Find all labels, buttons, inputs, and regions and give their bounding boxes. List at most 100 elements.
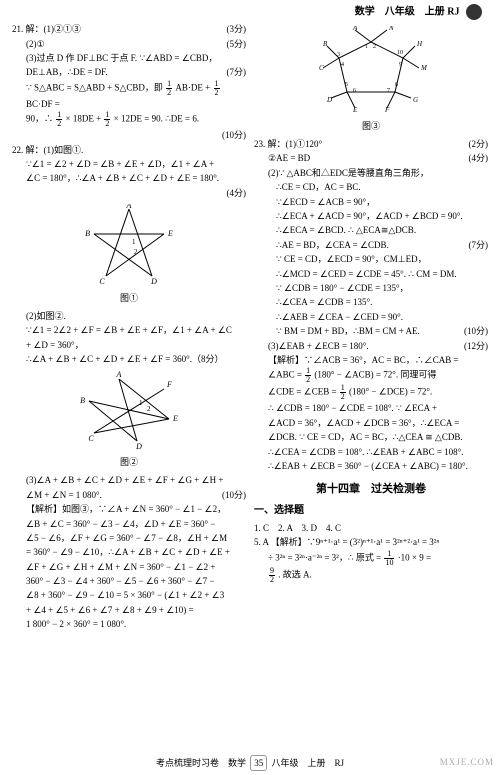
chapter-title: 第十四章 过关检测卷 — [254, 481, 488, 499]
q5b-b: ·10 × 9 = — [398, 552, 431, 562]
q22-score1-line: (4分) — [12, 186, 246, 200]
q22-c: ∠C = 180°，∴∠A + ∠B + ∠C + ∠D + ∠E = 180°… — [12, 171, 246, 185]
q23-c13-text: (3)∠EAB + ∠ECB = 180°. — [268, 339, 446, 353]
left-column: 21. 解：(1)②①③ (3分) (2)① (5分) (3)过点 D 作 DF… — [8, 22, 250, 631]
svg-text:E: E — [172, 414, 178, 423]
q22-an8: 1 800° − 2 × 360° = 1 080°. — [12, 617, 246, 631]
fraction-half-5: 12 — [305, 367, 311, 384]
q23-c5: ∴∠ECA = ∠BCD. ∴ △ECA≅△DCB. — [254, 223, 488, 237]
q21-c-score: (7分) — [204, 65, 246, 79]
q23-c3: ∵∠ECD = ∠ACB = 90°， — [254, 195, 488, 209]
q23-b-score: (4分) — [446, 151, 488, 165]
svg-text:1: 1 — [139, 399, 143, 407]
q5a: 5. A 【解析】∵9ⁿ⁺¹·a¹ = (3²)ⁿ⁺¹·a¹ = 3²ⁿ⁺²·a… — [254, 535, 488, 549]
page-number: 35 — [250, 755, 267, 771]
q22-p3a: (3)∠A + ∠B + ∠C + ∠D + ∠E + ∠F + ∠G + ∠H… — [12, 473, 246, 487]
svg-text:H: H — [416, 40, 423, 48]
q23-a-score: (2分) — [446, 137, 488, 151]
q21-c3c: BC·DF = — [26, 99, 60, 109]
q22-an-title: 【解析】如图③，∵∠A + ∠N = 360° − ∠1 − ∠2， — [12, 502, 246, 516]
q21-c2: DE⊥AB，∴DE = DF. — [26, 65, 204, 79]
svg-text:A: A — [126, 204, 132, 210]
q23-an2b: (180° − ∠DCE) = 72°. — [349, 387, 432, 397]
q23-c13-score: (12分) — [446, 339, 488, 353]
q23-an-title: 【解析】∵∠ACB = 36°，AC = BC，∴∠CAB = — [254, 353, 488, 367]
q23-b-line: ②AE = BD (4分) — [254, 151, 488, 165]
q5c: 92 . 故选 A. — [254, 567, 488, 584]
svg-text:8: 8 — [395, 82, 398, 88]
svg-text:1: 1 — [132, 238, 136, 246]
svg-text:6: 6 — [353, 88, 356, 94]
q23-c12-score: (10分) — [446, 324, 488, 338]
caption-3: 图③ — [254, 119, 488, 133]
q22-p2a: (2)如图②. — [12, 309, 246, 323]
header-text: 数学 八年级 上册 RJ — [355, 6, 460, 17]
q22-an6: ∠8 + 360° − ∠9 − ∠10 = 5 × 360° − (∠1 + … — [12, 588, 246, 602]
figure-3: A N H M G F E D C B 1 2 3 4 5 6 7 8 9 10 — [254, 26, 488, 116]
q22-an2: ∠5 − ∠6，∠F + ∠G = 360° − ∠7 − ∠8，∠H + ∠M — [12, 531, 246, 545]
q21-c4: 90，∴ 12 × 18DE + 12 × 12DE = 90. ∴DE = 6… — [12, 111, 246, 128]
q23-c2: ∴CE = CD，AC = BC. — [254, 180, 488, 194]
footer-right: 八年级 上册 RJ — [272, 758, 345, 768]
q23-c12-line: ∵ BM = DM + BD，∴BM = CM + AE. (10分) — [254, 324, 488, 338]
page-footer: 考点梳理时习卷 数学 35 八年级 上册 RJ — [0, 755, 500, 771]
svg-text:10: 10 — [397, 50, 403, 56]
gear-icon — [466, 4, 482, 20]
svg-text:B: B — [80, 396, 85, 405]
svg-text:F: F — [384, 106, 390, 112]
q22-p2d: ∴∠A + ∠B + ∠C + ∠D + ∠E + ∠F = 360°.（8分） — [12, 352, 246, 366]
q21-c3b: AB·DE + — [175, 82, 212, 92]
q23-an3: ∴ ∠CDB = 180° − ∠CDE = 108°. ∵ ∠ECA + — [254, 401, 488, 415]
q23-an1: ∠ABC = 12 (180° − ∠ACB) = 72°. 同理可得 — [254, 367, 488, 384]
q21-line1: 21. 解：(1)②①③ (3分) — [12, 22, 246, 36]
q23-an2: ∠CDE = ∠CEB = 12 (180° − ∠DCE) = 72°. — [254, 384, 488, 401]
svg-text:A: A — [116, 371, 122, 379]
q22-an4: ∠F + ∠G + ∠H + ∠M + ∠N = 360° − ∠1 − ∠2 … — [12, 560, 246, 574]
svg-text:2: 2 — [147, 405, 151, 413]
svg-text:D: D — [135, 442, 142, 449]
q21-score-d-line: (10分) — [12, 128, 246, 142]
svg-text:C: C — [99, 277, 105, 284]
svg-text:2: 2 — [373, 44, 376, 50]
svg-text:E: E — [352, 106, 358, 112]
caption-2: 图② — [12, 455, 246, 469]
caption-1: 图① — [12, 291, 246, 305]
q5c-b: . 故选 A. — [278, 569, 312, 579]
q23-c13-line: (3)∠EAB + ∠ECB = 180°. (12分) — [254, 339, 488, 353]
right-column: A N H M G F E D C B 1 2 3 4 5 6 7 8 9 10 — [250, 22, 492, 631]
svg-text:3: 3 — [337, 52, 340, 58]
q21-c1: (3)过点 D 作 DF⊥BC 于点 F. ∵∠ABD = ∠CBD， — [12, 51, 246, 65]
svg-text:B: B — [323, 40, 328, 48]
fraction-half-6: 12 — [340, 384, 346, 401]
svg-text:D: D — [150, 277, 157, 284]
q23-c10: ∴∠CEA = ∠CDB = 135°. — [254, 295, 488, 309]
q23-c6-text: ∴AE = BD，∠CEA = ∠CDB. — [276, 238, 446, 252]
q5b-a: ÷ 3²ⁿ = 3²ⁿ·a⁻²ⁿ = 3²，∴ 原式 = — [268, 552, 383, 562]
q22-an3: = 360° − ∠9 − ∠10，∴∠A + ∠B + ∠C + ∠D + ∠… — [12, 545, 246, 559]
q23-an4: ∠ACD = 36°，∠ACD + ∠DCB = 36°，∴∠ECA = — [254, 416, 488, 430]
svg-text:9: 9 — [399, 62, 402, 68]
svg-text:7: 7 — [387, 88, 390, 94]
select-title: 一、选择题 — [254, 503, 488, 519]
q21-a-text: 21. 解：(1)②①③ — [12, 22, 204, 36]
q22-b: ∵∠1 = ∠2 + ∠D = ∠B + ∠E + ∠D，∠1 + ∠A + — [12, 157, 246, 171]
svg-text:D: D — [326, 96, 332, 104]
q23-c1: (2)∵ △ABC和△EDC是等腰直角三角形， — [254, 166, 488, 180]
q22-p2c: + ∠D = 360°， — [12, 338, 246, 352]
fraction-half-3: 12 — [56, 111, 62, 128]
q22-score3: (10分) — [204, 488, 246, 502]
q23-c7: ∵ CE = CD，∠ECD = 90°，CM⊥ED， — [254, 252, 488, 266]
q22-a: 22. 解：(1)如图①. — [12, 143, 246, 157]
q22-an7: + ∠4 + ∠5 + ∠6 + ∠7 + ∠8 + ∠9 + ∠10) = — [12, 603, 246, 617]
q21-c3: ∵ S△ABC = S△ABD + S△CBD，即 12 AB·DE + 12 … — [12, 80, 246, 111]
svg-text:1: 1 — [365, 44, 368, 50]
fraction-1-10: 110 — [384, 550, 394, 567]
fraction-9-2: 92 — [269, 567, 275, 584]
q22-p3b-line: ∠M + ∠N = 1 080°. (10分) — [12, 488, 246, 502]
svg-text:N: N — [388, 26, 394, 32]
q21-b-text: (2)① — [26, 37, 204, 51]
q23-b-text: ②AE = BD — [268, 151, 446, 165]
q21-c2-line: DE⊥AB，∴DE = DF. (7分) — [12, 65, 246, 79]
q23-an7: ∴∠EAB + ∠ECB = 360° − (∠CEA + ∠ABC) = 18… — [254, 459, 488, 473]
svg-text:B: B — [85, 229, 90, 238]
